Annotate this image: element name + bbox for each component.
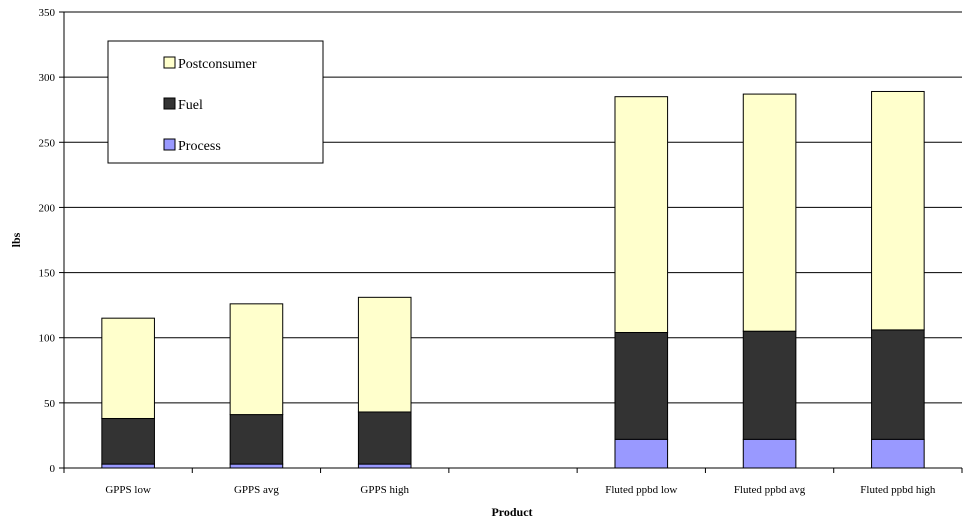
axes <box>63 12 962 469</box>
y-axis-title: lbs <box>9 232 23 247</box>
x-tick-label-4: Fluted ppbd low <box>605 484 677 496</box>
legend-label-fuel: Fuel <box>178 98 203 113</box>
x-tick-labels: GPPS low GPPS avg GPPS high Fluted ppbd low… <box>63 468 963 496</box>
x-tick-label-5: Fluted ppbd avg <box>734 484 806 496</box>
y-tick-label-350: 350 <box>39 7 56 19</box>
legend-swatch-fuel <box>163 97 176 110</box>
y-tick-label-100: 100 <box>39 333 56 345</box>
bar-fuel-1 <box>229 414 284 465</box>
y-tick-label-50: 50 <box>44 398 56 410</box>
bar-process-2 <box>357 463 412 469</box>
x-tick-label-2: GPPS high <box>360 484 409 496</box>
bar-postconsumer-6 <box>871 90 925 331</box>
bar-postconsumer-0 <box>101 317 155 419</box>
bar-fuel-6 <box>871 329 925 440</box>
legend-items: Postconsumer Fuel Process <box>163 56 257 154</box>
bar-fuel-5 <box>742 330 797 440</box>
bar-process-6 <box>871 438 925 469</box>
bar-fuel-0 <box>101 417 155 465</box>
legend-label-postconsumer: Postconsumer <box>178 57 257 72</box>
y-tick-labels: 0 50 100 150 200 250 300 350 <box>39 7 64 475</box>
x-axis-title: Product <box>491 505 532 519</box>
y-tick-label-300: 300 <box>39 72 56 84</box>
bar-process-1 <box>229 463 284 469</box>
bars <box>101 90 925 469</box>
bar-postconsumer-2 <box>357 296 412 413</box>
bar-process-4 <box>614 438 669 469</box>
y-tick-label-0: 0 <box>50 463 56 475</box>
bar-process-5 <box>742 438 797 469</box>
y-tick-label-150: 150 <box>39 268 56 280</box>
bar-process-0 <box>101 463 155 469</box>
x-tick-label-1: GPPS avg <box>234 484 279 496</box>
bar-postconsumer-1 <box>229 303 284 416</box>
y-tick-label-250: 250 <box>39 137 56 149</box>
x-tick-label-0: GPPS low <box>105 484 151 496</box>
bar-fuel-4 <box>614 332 669 440</box>
legend-label-process: Process <box>178 139 221 154</box>
bar-postconsumer-4 <box>614 96 669 334</box>
legend: Postconsumer Fuel Process <box>107 40 324 164</box>
x-tick-label-6: Fluted ppbd high <box>860 484 936 496</box>
legend-swatch-postconsumer <box>163 56 176 69</box>
legend-swatch-process <box>163 138 176 151</box>
bar-fuel-2 <box>357 411 412 465</box>
bar-postconsumer-5 <box>742 93 797 332</box>
y-tick-label-200: 200 <box>39 202 56 214</box>
legend-box <box>107 40 324 164</box>
